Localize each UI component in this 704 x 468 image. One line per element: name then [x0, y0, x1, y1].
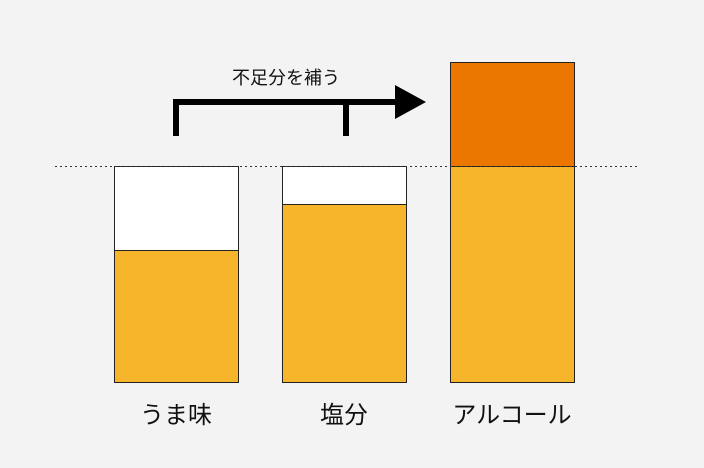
empty-part: [114, 166, 239, 251]
filled-part: [450, 166, 575, 383]
filled-part: [114, 250, 239, 383]
label: 塩分: [320, 401, 368, 429]
arrow-head: [395, 85, 426, 119]
arrow-line: [173, 99, 400, 136]
annotation: 不足分を補う: [232, 68, 340, 89]
label: アルコール: [452, 401, 571, 429]
extra-part: [450, 62, 575, 167]
label: うま味: [140, 401, 212, 429]
filled-part: [282, 204, 407, 383]
empty-part: [282, 166, 407, 205]
